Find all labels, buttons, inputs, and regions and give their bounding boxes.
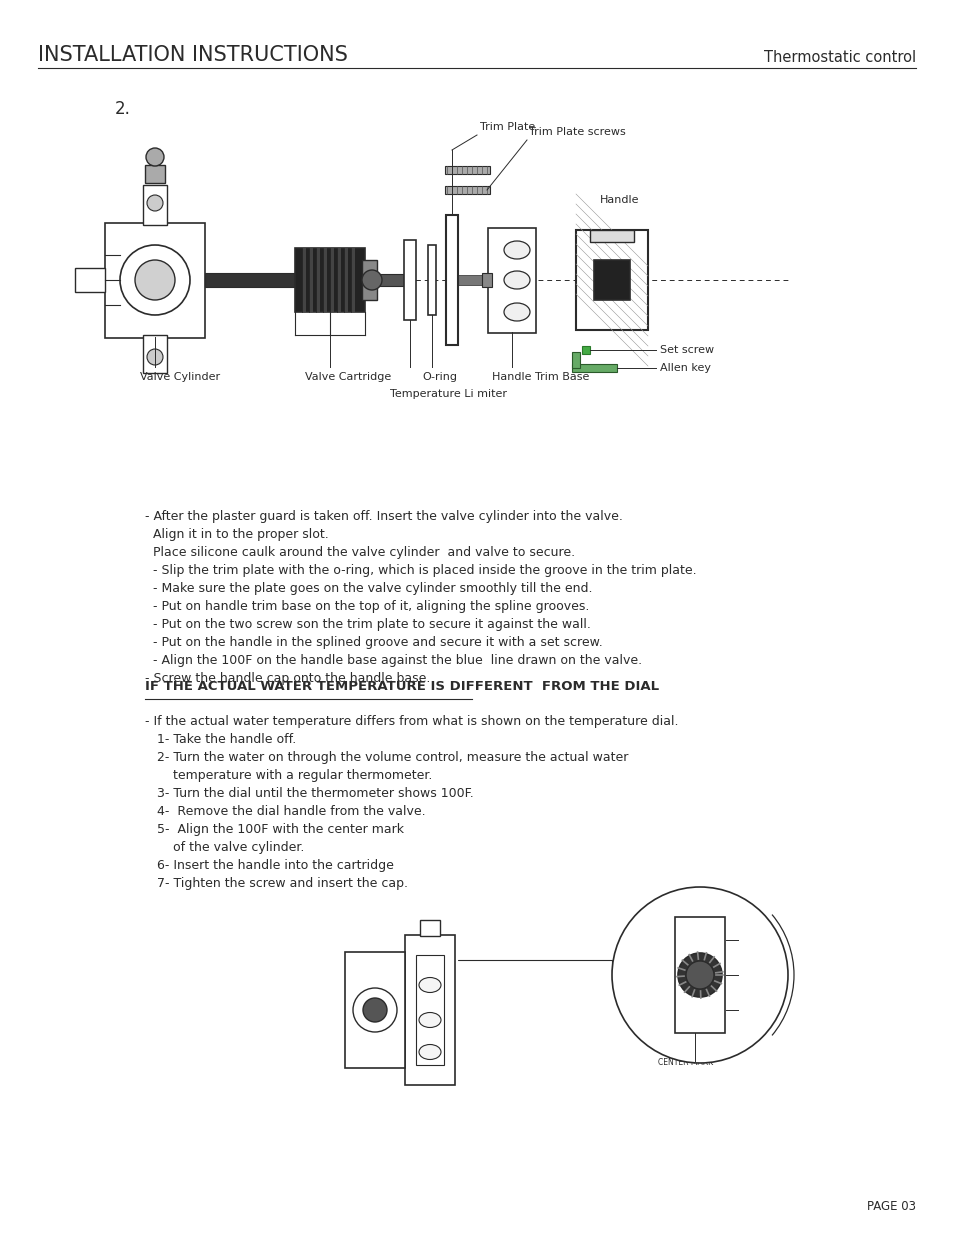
Bar bbox=[428, 245, 436, 315]
Bar bbox=[457, 275, 488, 285]
Text: of the valve cylinder.: of the valve cylinder. bbox=[145, 841, 304, 853]
Ellipse shape bbox=[418, 1013, 440, 1028]
Bar bbox=[488, 228, 536, 333]
Text: 1- Take the handle off.: 1- Take the handle off. bbox=[145, 734, 296, 746]
Text: - Align the 100F on the handle base against the blue  line drawn on the valve.: - Align the 100F on the handle base agai… bbox=[145, 655, 641, 667]
Text: 3- Turn the dial until the thermometer shows 100F.: 3- Turn the dial until the thermometer s… bbox=[145, 787, 474, 800]
Bar bbox=[315, 248, 319, 312]
Bar bbox=[309, 248, 313, 312]
Ellipse shape bbox=[418, 977, 440, 993]
Circle shape bbox=[685, 961, 713, 989]
Text: 2.: 2. bbox=[115, 100, 131, 119]
Ellipse shape bbox=[503, 303, 530, 321]
Text: Align it in to the proper slot.: Align it in to the proper slot. bbox=[145, 529, 329, 541]
Text: 110: 110 bbox=[747, 932, 756, 947]
Circle shape bbox=[135, 261, 174, 300]
Ellipse shape bbox=[418, 1045, 440, 1060]
Text: Thermostatic control: Thermostatic control bbox=[763, 49, 915, 65]
Circle shape bbox=[120, 245, 190, 315]
Text: Set screw: Set screw bbox=[659, 345, 714, 354]
Bar bbox=[376, 274, 407, 287]
Bar bbox=[351, 248, 355, 312]
Text: Place silicone caulk around the valve cylinder  and valve to secure.: Place silicone caulk around the valve cy… bbox=[145, 546, 575, 559]
Text: - Slip the trim plate with the o-ring, which is placed inside the groove in the : - Slip the trim plate with the o-ring, w… bbox=[145, 564, 696, 577]
Bar bbox=[294, 248, 365, 312]
Bar bbox=[576, 230, 647, 330]
Bar bbox=[145, 165, 165, 183]
Text: Trim Plate: Trim Plate bbox=[479, 122, 535, 132]
Text: 5-  Align the 100F with the center mark: 5- Align the 100F with the center mark bbox=[145, 823, 403, 836]
Text: INSTALLATION INSTRUCTIONS: INSTALLATION INSTRUCTIONS bbox=[38, 44, 348, 65]
Bar bbox=[105, 224, 205, 338]
Text: 2- Turn the water on through the volume control, measure the actual water: 2- Turn the water on through the volume … bbox=[145, 751, 628, 764]
Text: - Put on the handle in the splined groove and secure it with a set screw.: - Put on the handle in the splined groov… bbox=[145, 636, 602, 650]
Bar bbox=[75, 268, 105, 291]
Text: 4-  Remove the dial handle from the valve.: 4- Remove the dial handle from the valve… bbox=[145, 805, 425, 818]
Text: CENTER MARK: CENTER MARK bbox=[658, 1058, 713, 1067]
Text: Allen key: Allen key bbox=[659, 363, 710, 373]
Circle shape bbox=[147, 195, 163, 211]
Bar bbox=[416, 955, 443, 1065]
Ellipse shape bbox=[503, 241, 530, 259]
Bar bbox=[444, 186, 490, 194]
Text: PAGE 03: PAGE 03 bbox=[866, 1200, 915, 1213]
Ellipse shape bbox=[503, 270, 530, 289]
Text: - If the actual water temperature differs from what is shown on the temperature : - If the actual water temperature differ… bbox=[145, 715, 678, 727]
Text: Trim Plate screws: Trim Plate screws bbox=[529, 127, 625, 137]
Bar bbox=[444, 165, 490, 174]
Bar bbox=[344, 248, 348, 312]
Text: - After the plaster guard is taken off. Insert the valve cylinder into the valve: - After the plaster guard is taken off. … bbox=[145, 510, 622, 522]
Text: - Put on handle trim base on the top of it, aligning the spline grooves.: - Put on handle trim base on the top of … bbox=[145, 600, 589, 613]
Text: O-ring: O-ring bbox=[421, 372, 456, 382]
Bar bbox=[345, 952, 405, 1068]
Text: temperature with a regular thermometer.: temperature with a regular thermometer. bbox=[145, 769, 432, 782]
Bar bbox=[336, 248, 340, 312]
Text: - Put on the two screw son the trim plate to secure it against the wall.: - Put on the two screw son the trim plat… bbox=[145, 618, 590, 631]
Bar bbox=[302, 248, 306, 312]
Text: Valve Cylinder: Valve Cylinder bbox=[140, 372, 220, 382]
Bar bbox=[594, 261, 629, 300]
Bar bbox=[143, 185, 167, 225]
Bar bbox=[572, 352, 579, 368]
Bar bbox=[419, 920, 439, 936]
Circle shape bbox=[361, 270, 381, 290]
Circle shape bbox=[612, 887, 787, 1063]
Circle shape bbox=[353, 988, 396, 1032]
Bar bbox=[589, 230, 634, 242]
Bar bbox=[581, 346, 589, 354]
Text: Valve Cartridge: Valve Cartridge bbox=[305, 372, 391, 382]
Bar bbox=[323, 248, 327, 312]
Text: - Make sure the plate goes on the valve cylinder smoothly till the end.: - Make sure the plate goes on the valve … bbox=[145, 582, 592, 595]
Bar bbox=[403, 240, 416, 320]
Circle shape bbox=[363, 998, 387, 1023]
Bar bbox=[572, 364, 617, 372]
Circle shape bbox=[678, 953, 721, 997]
Text: - Screw the handle cap onto the handle base.: - Screw the handle cap onto the handle b… bbox=[145, 672, 430, 685]
Bar bbox=[481, 273, 492, 287]
Text: Handle: Handle bbox=[599, 195, 639, 205]
Bar bbox=[361, 261, 376, 300]
Bar bbox=[446, 215, 457, 345]
Bar bbox=[675, 918, 724, 1032]
Bar bbox=[330, 248, 334, 312]
Circle shape bbox=[146, 148, 164, 165]
Text: 100: 100 bbox=[747, 968, 756, 982]
Text: Temperature Li miter: Temperature Li miter bbox=[390, 389, 506, 399]
Circle shape bbox=[147, 350, 163, 366]
Text: 6- Insert the handle into the cartridge: 6- Insert the handle into the cartridge bbox=[145, 860, 394, 872]
Text: 90: 90 bbox=[747, 1005, 756, 1015]
Bar bbox=[405, 935, 455, 1086]
Bar bbox=[205, 273, 299, 287]
Text: 7- Tighten the screw and insert the cap.: 7- Tighten the screw and insert the cap. bbox=[145, 877, 408, 890]
Bar bbox=[143, 335, 167, 373]
Text: Handle Trim Base: Handle Trim Base bbox=[492, 372, 589, 382]
Text: IF THE ACTUAL WATER TEMPERATURE IS DIFFERENT  FROM THE DIAL: IF THE ACTUAL WATER TEMPERATURE IS DIFFE… bbox=[145, 680, 659, 693]
